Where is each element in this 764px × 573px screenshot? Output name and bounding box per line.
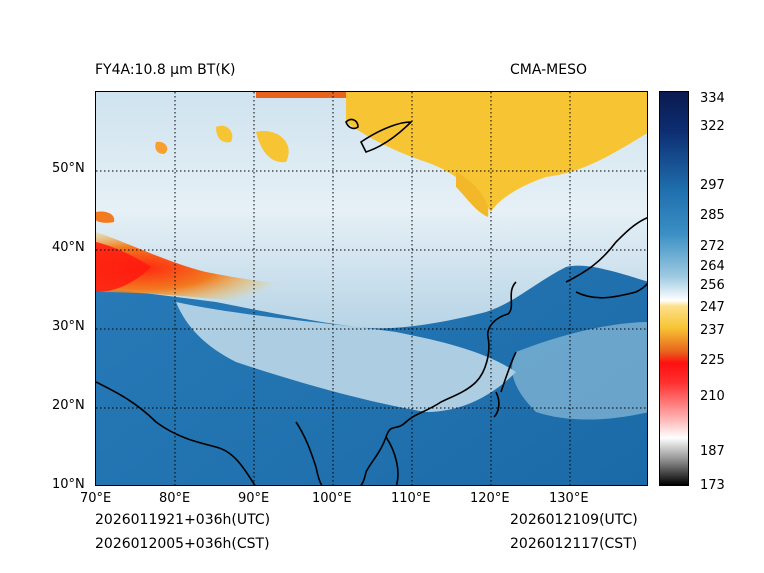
lon-tick-100e: 100°E [312,491,352,506]
map-title: FY4A:10.8 µm BT(K) [95,62,236,78]
cb-tick-297: 297 [700,178,725,193]
lon-tick-80e: 80°E [159,491,191,506]
colorbar [659,91,689,486]
map-imagery [96,92,647,485]
westerly-cloud-band [96,232,336,304]
lat-tick-50n: 50°N [52,161,85,176]
lat-tick-30n: 30°N [52,319,85,334]
cloud-patch [256,131,289,163]
cb-tick-237: 237 [700,323,725,338]
cb-tick-173: 173 [700,478,725,493]
cb-tick-256: 256 [700,278,725,293]
cb-tick-187: 187 [700,444,725,459]
model-name: CMA-MESO [510,62,588,78]
lon-tick-90e: 90°E [238,491,270,506]
colorbar-gradient [660,92,688,485]
cloud-patch [155,141,168,154]
cb-tick-334: 334 [700,91,725,106]
lat-tick-20n: 20°N [52,398,85,413]
northern-cloud-yellow-2 [456,172,489,217]
northern-strip-orange [256,92,346,98]
colorbar-fill [660,92,688,485]
lon-tick-70e: 70°E [80,491,112,506]
cb-tick-272: 272 [700,239,725,254]
valid-time-cst: 2026012117(CST) [510,536,638,552]
graticule [96,92,647,485]
east-sea-clouds [512,322,647,420]
cb-tick-264: 264 [700,259,725,274]
cloud-patch [96,211,115,223]
lat-tick-40n: 40°N [52,240,85,255]
cb-tick-225: 225 [700,353,725,368]
northern-cloud-yellow [346,92,647,212]
cb-tick-247: 247 [700,300,725,315]
cloud-patch [216,125,233,143]
lat-tick-10n: 10°N [52,477,85,492]
westerly-cloud-core [96,242,151,292]
coastlines [96,118,647,485]
lon-tick-130e: 130°E [549,491,589,506]
lon-tick-120e: 120°E [470,491,510,506]
cb-tick-285: 285 [700,208,725,223]
valid-time-utc: 2026012109(UTC) [510,512,638,528]
lon-tick-110e: 110°E [391,491,431,506]
init-time-cst: 2026012005+036h(CST) [95,536,270,552]
init-time-utc: 2026011921+036h(UTC) [95,512,271,528]
cb-tick-322: 322 [700,119,725,134]
satellite-map [95,91,648,486]
cb-tick-210: 210 [700,389,725,404]
